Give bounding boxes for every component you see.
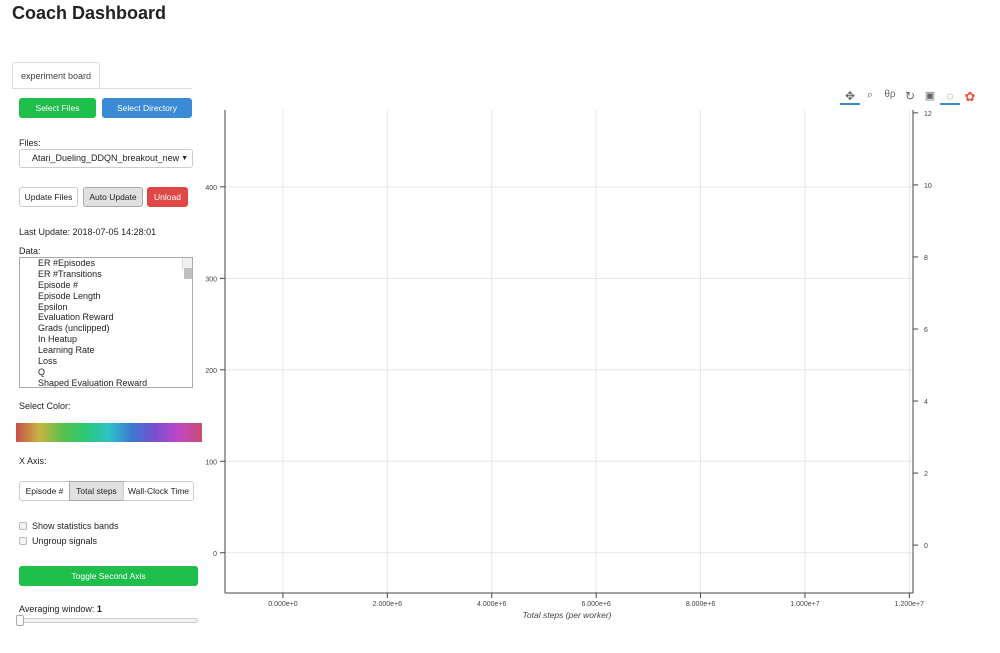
averaging-window-value: 1 [96, 604, 102, 614]
x-tick-label: 2.000e+6 [373, 601, 402, 608]
files-label: Files: [19, 138, 41, 148]
data-list-item[interactable]: Shaped Evaluation Reward [38, 377, 148, 388]
x-tick-label: 0.000e+0 [268, 601, 297, 608]
pan-icon[interactable]: ✥ [840, 89, 860, 105]
select-files-button[interactable]: Select Files [19, 98, 96, 118]
x-axis-title: Total steps (per worker) [523, 610, 612, 620]
y2-tick-label: 12 [924, 111, 932, 118]
x-axis-label: X Axis: [19, 456, 47, 466]
ungroup-signals-label: Ungroup signals [32, 536, 98, 546]
tab-divider [12, 88, 192, 89]
data-list[interactable]: ER #Episodes ER #Transitions Episode # Epis… [19, 257, 193, 388]
data-list-item[interactable]: In Heatup [38, 334, 78, 345]
y-tick-label: 300 [205, 276, 217, 283]
x-tick-label: 1.000e+7 [790, 601, 819, 608]
toggle-second-axis-button[interactable]: Toggle Second Axis [19, 566, 198, 586]
wheel-zoom-icon[interactable]: θρ [884, 89, 896, 100]
x-tick-label: 8.000e+6 [686, 601, 715, 608]
tab-experiment-board[interactable]: experiment board [12, 62, 100, 89]
averaging-window-label: Averaging window: 1 [19, 604, 102, 614]
y2-tick-label: 10 [924, 183, 932, 190]
x-tick-label: 4.000e+6 [477, 601, 506, 608]
data-list-item[interactable]: Episode # [38, 279, 79, 290]
y-tick-label: 400 [205, 185, 217, 192]
plot-toolbar: ✥ ⌕ θρ ↻ ▣ ◌ ✿ [840, 89, 980, 105]
averaging-window-slider[interactable] [16, 615, 198, 626]
data-list-item[interactable]: ER #Transitions [38, 268, 102, 279]
scrollbar-thumb[interactable] [184, 268, 192, 279]
page-title: Coach Dashboard [12, 3, 167, 23]
data-list-item[interactable]: Learning Rate [38, 345, 95, 356]
y-tick-label: 200 [205, 368, 217, 375]
y2-tick-label: 4 [924, 399, 928, 406]
y2-tick-label: 8 [924, 255, 928, 262]
select-directory-button[interactable]: Select Directory [102, 98, 192, 118]
box-zoom-icon[interactable]: ⌕ [866, 89, 874, 101]
data-label: Data: [19, 246, 41, 256]
data-list-item[interactable]: ER #Episodes [38, 258, 96, 268]
x-tick-label: 1.200e+7 [895, 601, 924, 608]
data-list-item[interactable]: Epsilon [38, 301, 68, 312]
dropdown-arrow-icon: ▼ [181, 155, 188, 162]
y2-tick-label: 2 [924, 471, 928, 478]
slider-handle[interactable] [16, 615, 24, 626]
y-tick-label: 100 [205, 459, 217, 466]
y-tick-label: 0 [213, 551, 217, 558]
data-list-item[interactable]: Q [38, 366, 46, 377]
update-files-button[interactable]: Update Files [19, 187, 78, 207]
files-selected: Atari_Dueling_DDQN_breakout_new [32, 153, 180, 163]
y2-tick-label: 0 [924, 543, 928, 550]
x-tick-label: 6.000e+6 [581, 601, 610, 608]
data-list-item[interactable]: Episode Length [38, 290, 101, 301]
x-axis-wall-clock-button[interactable]: Wall-Clock Time [123, 481, 194, 501]
ungroup-signals-checkbox[interactable] [19, 537, 27, 545]
scrollbar[interactable] [182, 258, 192, 279]
reset-icon[interactable]: ↻ [904, 89, 916, 103]
show-statistics-bands-checkbox[interactable] [19, 522, 27, 530]
data-list-item[interactable]: Grads (unclipped) [38, 323, 110, 334]
files-select[interactable]: Atari_Dueling_DDQN_breakout_new ▼ [19, 149, 193, 168]
select-color-label: Select Color: [19, 401, 71, 411]
show-statistics-bands-label: Show statistics bands [32, 521, 119, 531]
auto-update-button[interactable]: Auto Update [83, 187, 143, 207]
data-list-item[interactable]: Evaluation Reward [38, 312, 114, 323]
data-list-item[interactable]: Loss [38, 356, 58, 367]
last-update: Last Update: 2018-07-05 14:28:01 [19, 227, 157, 237]
hover-icon[interactable]: ◌ [940, 89, 960, 105]
save-icon[interactable]: ▣ [924, 90, 936, 102]
unload-button[interactable]: Unload [147, 187, 188, 207]
color-picker-bar[interactable] [16, 423, 202, 442]
color-wheel-icon[interactable]: ✿ [964, 89, 976, 104]
x-axis-episode-button[interactable]: Episode # [19, 481, 70, 501]
y2-tick-label: 6 [924, 327, 928, 334]
